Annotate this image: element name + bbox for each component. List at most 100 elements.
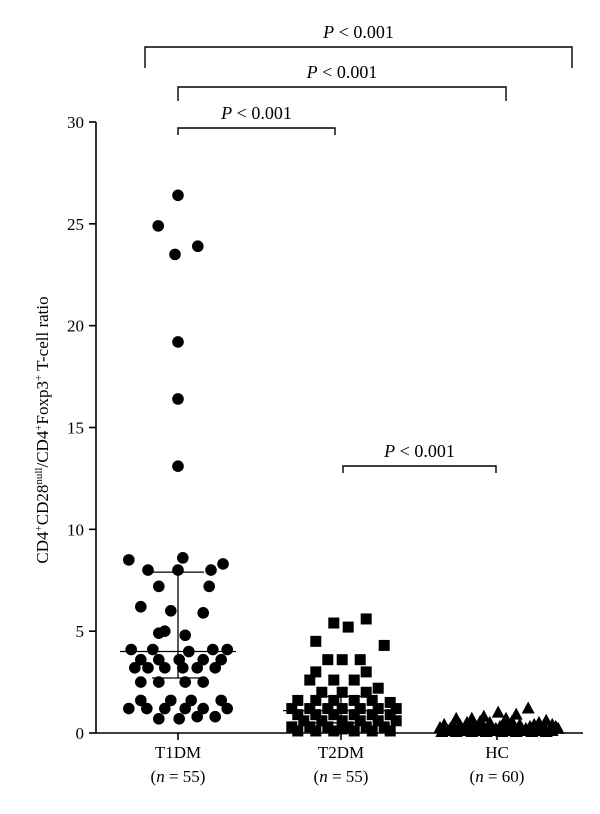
t2dm-point (384, 709, 396, 721)
y-tick-label: 25 (67, 215, 84, 234)
t1dm-point (135, 600, 147, 613)
y-tick-label: 5 (76, 622, 85, 641)
t1dm-point (203, 580, 215, 593)
significance-brackets: P < 0.001 P < 0.001 P < 0.001 P < 0.001 (144, 22, 573, 473)
t1dm-point (217, 558, 229, 570)
category-label: T1DM (155, 743, 201, 762)
category-sample-size: (n = 55) (151, 767, 206, 786)
t2dm-point (310, 725, 322, 737)
t1dm-point (169, 248, 181, 261)
t1dm-point (172, 336, 184, 348)
t2dm-point (372, 703, 384, 715)
t2dm-point (342, 721, 354, 733)
t1dm-point (153, 580, 165, 593)
t2dm-point (336, 703, 348, 715)
t1dm-point (197, 676, 209, 688)
t2dm-point (316, 715, 328, 727)
t1dm-point (153, 653, 165, 666)
y-axis: 0 5 10 15 20 25 30 (67, 113, 97, 743)
t2dm-point (310, 694, 322, 706)
t2dm-point (366, 694, 378, 706)
t1dm-point (205, 564, 217, 576)
t2dm-point (378, 721, 390, 733)
y-tick-label: 15 (67, 419, 84, 438)
t2dm-point (310, 666, 322, 678)
t2dm-point (360, 721, 372, 733)
t1dm-point (179, 702, 191, 715)
t2dm-point (322, 703, 334, 715)
y-tick-label: 10 (67, 520, 84, 539)
t1dm-point (129, 662, 141, 674)
t1dm-point (185, 694, 197, 707)
t1dm-point (179, 676, 191, 688)
t1dm-point (159, 662, 171, 674)
t2dm-point (310, 635, 322, 647)
t1dm-point (221, 643, 233, 656)
t2dm-point (336, 715, 348, 727)
t1dm-point (142, 564, 154, 576)
t2dm-point (292, 694, 304, 706)
t1dm-point (159, 702, 171, 715)
t1dm-point (153, 627, 165, 640)
t2dm-point (354, 715, 366, 727)
hc-point (491, 705, 505, 718)
t1dm-point (192, 240, 204, 253)
t1dm-point (197, 607, 209, 619)
category-label: HC (485, 743, 509, 762)
t1dm-point (207, 643, 219, 656)
y-tick-label: 20 (67, 317, 84, 336)
t2dm-point (348, 694, 360, 706)
t1dm-point (152, 220, 164, 232)
t2dm-point (360, 666, 372, 678)
hc-point (532, 715, 546, 728)
t2dm-point (384, 725, 396, 737)
t1dm-point (221, 702, 233, 715)
t2dm-point (298, 715, 310, 727)
t2dm-point (328, 709, 340, 721)
t1dm-point (191, 662, 203, 674)
t2dm-point (348, 725, 360, 737)
t2dm-point (348, 674, 360, 686)
t2dm-point (354, 703, 366, 715)
hc-point (521, 701, 535, 714)
t2dm-point (372, 682, 384, 694)
t2dm-point (328, 694, 340, 706)
hc-point (473, 714, 487, 727)
t1dm-point (123, 554, 135, 566)
p-value-label: P < 0.001 (220, 103, 292, 123)
t1dm-point (215, 694, 227, 707)
t2dm-point (304, 703, 316, 715)
t2dm-point (310, 709, 322, 721)
t1dm-point (123, 702, 135, 715)
significance-bracket (177, 86, 507, 101)
hc-point (499, 711, 513, 724)
hc-point (441, 723, 455, 736)
t1dm-point (153, 712, 165, 725)
t1dm-point (209, 662, 221, 674)
t1dm-point (209, 710, 221, 723)
p-value-label: P < 0.001 (383, 441, 455, 461)
t1dm-point (165, 605, 177, 617)
t2dm-point (322, 654, 334, 666)
t2dm-point (316, 686, 328, 698)
t1dm-point (172, 460, 184, 472)
t2dm-point (328, 725, 340, 737)
category-sample-size: (n = 55) (314, 767, 369, 786)
y-tick-label: 0 (76, 724, 85, 743)
t2dm-point (390, 715, 402, 727)
t2dm-point (336, 723, 348, 735)
t2dm-point (360, 613, 372, 625)
t1dm-point (177, 552, 189, 564)
t2dm-point (328, 617, 340, 629)
category-sample-size: (n = 60) (470, 767, 525, 786)
y-axis-title: CD4+CD28null/CD4+Foxp3+ T-cell ratio (33, 296, 52, 563)
t1dm-point (141, 702, 153, 715)
hc-point (505, 714, 519, 727)
median-iqr-bars (120, 571, 555, 732)
p-value-label: P < 0.001 (306, 62, 378, 82)
hc-point (460, 715, 474, 728)
t1dm-point (142, 662, 154, 674)
t1dm-point (135, 676, 147, 688)
t2dm-point (304, 674, 316, 686)
